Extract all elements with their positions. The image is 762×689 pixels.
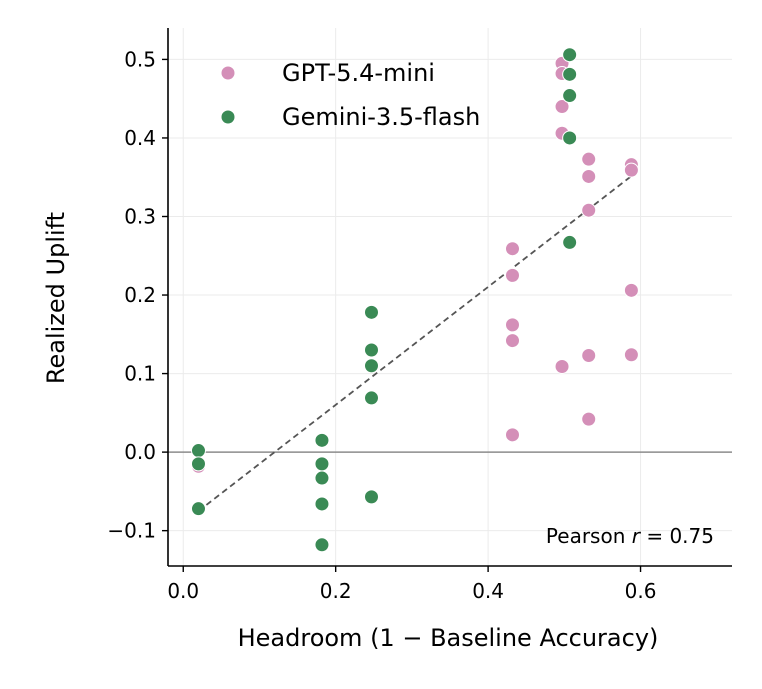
gemini-data-point [562,66,578,82]
ticks: 0.0 0.2 0.4 0.6 −0.1 0.0 0.1 0.2 0.3 0.4 0.5 [107,47,656,603]
gemini-data-point [314,456,330,472]
reference-lines [168,174,732,512]
y-axis-label: Realized Uplift [42,212,70,384]
legend: GPT-5.4-mini Gemini-3.5-flash [220,59,480,131]
legend-marker-gpt [220,65,236,81]
axes [167,28,732,567]
gpt-data-point [581,202,597,218]
y-tick-label: 0.3 [124,204,156,228]
x-axis-label: Headroom (1 − Baseline Accuracy) [238,624,659,652]
gpt-data-point [623,162,639,178]
gemini-data-point [314,432,330,448]
gemini-data-point [363,304,379,320]
gemini-data-point [314,537,330,553]
gpt-data-point [504,333,520,349]
gemini-data-point [190,501,206,517]
gpt-data-point [581,411,597,427]
x-tick-label: 0.4 [472,579,504,603]
gemini-data-point [314,496,330,512]
gpt-data-point [623,347,639,363]
gpt-data-point [581,348,597,364]
gpt-data-point [623,282,639,298]
gpt-data-point [504,241,520,257]
gpt-data-point [581,168,597,184]
gpt-data-point [504,267,520,283]
gemini-data-point [190,456,206,472]
x-tick-label: 0.2 [320,579,352,603]
gemini-data-point [562,130,578,146]
y-tick-label: 0.2 [124,283,156,307]
gemini-data-point [363,489,379,505]
legend-label-gpt: GPT-5.4-mini [282,59,435,87]
legend-marker-gemini [220,109,236,125]
gemini-data-point [363,342,379,358]
gpt-data-point [504,427,520,443]
gpt-data-point [554,99,570,115]
gpt-data-point [554,359,570,375]
y-tick-label: 0.5 [124,47,156,71]
gemini-data-point [562,47,578,63]
pearson-annotation: Pearson r = 0.75 [546,524,714,548]
legend-label-gemini: Gemini-3.5-flash [282,103,480,131]
gpt-data-point [581,151,597,167]
gemini-data-point [562,88,578,104]
gpt-data-point [504,317,520,333]
gemini-data-point [363,390,379,406]
x-tick-label: 0.0 [167,579,199,603]
gemini-data-point [314,470,330,486]
gemini-data-point [363,358,379,374]
trend-line [197,174,634,512]
gemini-data-point [562,234,578,250]
y-tick-label: 0.0 [124,440,156,464]
y-tick-label: 0.4 [124,126,156,150]
data-points [190,47,639,553]
x-tick-label: 0.6 [625,579,657,603]
y-tick-label: −0.1 [107,519,156,543]
gemini-data-point [190,443,206,459]
y-tick-label: 0.1 [124,362,156,386]
